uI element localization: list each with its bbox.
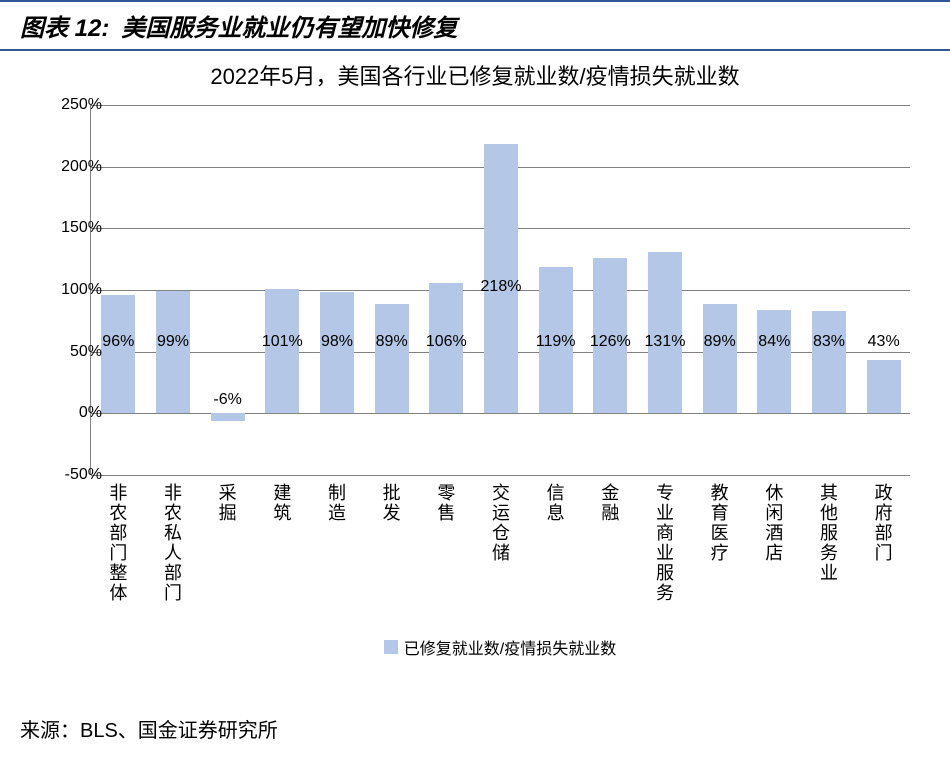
x-tick-label: 信息 — [546, 483, 564, 523]
bar-value-label: 119% — [536, 333, 576, 351]
chart-title: 美国服务业就业仍有望加快修复 — [121, 8, 457, 43]
bar — [101, 295, 135, 413]
bar-value-label: 84% — [758, 333, 790, 351]
bar-group: 84% — [757, 105, 791, 475]
bar-group: 83% — [812, 105, 846, 475]
bar-group: 99% — [156, 105, 190, 475]
chart-source: 来源：BLS、国金证券研究所 — [20, 714, 278, 743]
chart-subtitle: 2022年5月，美国各行业已修复就业数/疫情损失就业数 — [0, 51, 950, 95]
bar-value-label: 106% — [426, 333, 467, 351]
chart-container: 96% 99% -6% 101% 98% 89% 106% 218% 119% 126% 131% 8… — [20, 95, 930, 675]
plot-area: 96% 99% -6% 101% 98% 89% 106% 218% 119% 126% 131% 8… — [90, 105, 910, 475]
bar — [757, 310, 791, 414]
legend-swatch — [384, 640, 398, 654]
bar-group: 106% — [429, 105, 463, 475]
x-tick-label: 零售 — [436, 483, 454, 523]
bar-group: 89% — [375, 105, 409, 475]
chart-legend: 已修复就业数/疫情损失就业数 — [90, 635, 910, 659]
bar-value-label: 83% — [813, 333, 845, 351]
bar-value-label: 89% — [704, 333, 736, 351]
y-tick-label: 100% — [42, 281, 102, 299]
x-tick-label: 制造 — [327, 483, 345, 523]
x-tick-label: 交运仓储 — [491, 483, 509, 563]
x-tick-label: 其他服务业 — [819, 483, 837, 583]
bar — [867, 360, 901, 413]
y-tick-label: 0% — [42, 404, 102, 422]
y-tick-label: 200% — [42, 158, 102, 176]
x-tick-label: 非农部门整体 — [108, 483, 126, 603]
x-tick-label: 教育医疗 — [710, 483, 728, 563]
bar-group: 131% — [648, 105, 682, 475]
bar-value-label: 218% — [481, 278, 522, 296]
chart-number: 图表 12: — [20, 8, 109, 43]
bar-value-label: 126% — [590, 333, 631, 351]
y-tick-label: 50% — [42, 343, 102, 361]
bar-value-label: 101% — [262, 333, 303, 351]
x-tick-label: 金融 — [600, 483, 618, 523]
bar-group: 98% — [320, 105, 354, 475]
bar — [320, 292, 354, 413]
x-tick-label: 专业商业服务 — [655, 483, 673, 603]
bar — [812, 311, 846, 413]
legend-text: 已修复就业数/疫情损失就业数 — [404, 635, 616, 659]
bar-group: 43% — [867, 105, 901, 475]
bar-group: 126% — [593, 105, 627, 475]
x-tick-label: 政府部门 — [874, 483, 892, 563]
bar-group: 96% — [101, 105, 135, 475]
x-tick-label: 非农私人部门 — [163, 483, 181, 603]
bar-value-label: 131% — [645, 333, 686, 351]
y-tick-label: 150% — [42, 219, 102, 237]
bar-value-label: 99% — [157, 333, 189, 351]
x-tick-label: 批发 — [382, 483, 400, 523]
bar-value-label: 96% — [102, 333, 134, 351]
legend-item: 已修复就业数/疫情损失就业数 — [384, 635, 616, 659]
x-tick-label: 建筑 — [272, 483, 290, 523]
bar-group: 89% — [703, 105, 737, 475]
bar-group: -6% — [211, 105, 245, 475]
x-axis-labels: 非农部门整体 非农私人部门 采掘建筑制造批发零售 交运仓储 信息金融 专业商业服务 教育医疗… — [90, 483, 910, 633]
x-tick-label: 采掘 — [218, 483, 236, 523]
bar-group: 119% — [539, 105, 573, 475]
gridline — [91, 475, 910, 476]
y-tick-label: 250% — [42, 96, 102, 114]
y-tick-label: -50% — [42, 466, 102, 484]
bar-value-label: -6% — [213, 391, 241, 409]
bar — [375, 304, 409, 414]
bar — [211, 413, 245, 420]
x-tick-label: 休闲酒店 — [764, 483, 782, 563]
bar-value-label: 43% — [868, 333, 900, 351]
bar-group: 218% — [484, 105, 518, 475]
bars: 96% 99% -6% 101% 98% 89% 106% 218% 119% 126% 131% 8… — [91, 105, 910, 475]
bar-value-label: 89% — [376, 333, 408, 351]
bar — [703, 304, 737, 414]
bar — [156, 291, 190, 413]
chart-header: 图表 12: 美国服务业就业仍有望加快修复 — [0, 0, 950, 51]
bar-group: 101% — [265, 105, 299, 475]
bar-value-label: 98% — [321, 333, 353, 351]
